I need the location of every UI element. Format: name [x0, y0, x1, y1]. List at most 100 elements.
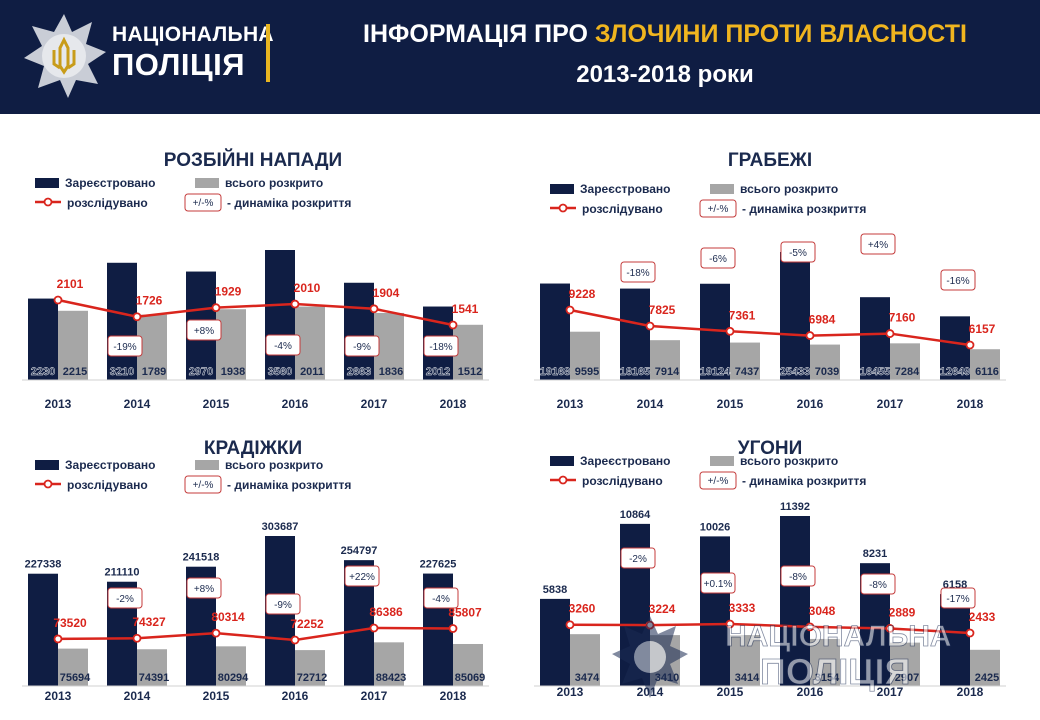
data-label-investigated: 86386: [369, 605, 403, 619]
dynamics-box: [620, 547, 656, 569]
bar-solved: [970, 649, 1000, 686]
data-label-registered: 227338: [25, 559, 62, 571]
bar-solved: [810, 344, 840, 380]
data-label-investigated: 80314: [211, 610, 245, 624]
x-tick-label: 2015: [717, 685, 744, 699]
bar-solved: [890, 343, 920, 380]
data-label-solved: 1512: [458, 366, 482, 378]
legend-swatch-registered: [550, 184, 574, 194]
chart-thefts: КРАДІЖКИ Зареєстровано всього розкрито розс…: [22, 438, 489, 703]
dynamics-label: -4%: [432, 594, 450, 605]
legend-marker-investigated: [43, 197, 53, 207]
point-investigated: [448, 320, 458, 330]
legend-swatch-registered: [550, 456, 574, 466]
point-investigated: [965, 628, 975, 638]
chart-title: КРАДІЖКИ: [204, 438, 302, 459]
point-investigated: [53, 634, 63, 644]
data-label-registered: 10864: [620, 509, 651, 521]
header-banner: НАЦІОНАЛЬНА ПОЛІЦІЯ ІНФОРМАЦІЯ ПРО ЗЛОЧИ…: [0, 0, 1040, 114]
dynamics-label: +22%: [349, 572, 375, 583]
legend-marker-investigated: [558, 203, 568, 213]
legend-label-registered: Зареєстровано: [580, 454, 671, 468]
legend-label-investigated: розслідувано: [67, 196, 148, 210]
data-label-solved: 1789: [142, 366, 166, 378]
dynamics-label: -17%: [946, 594, 969, 605]
legend-dyn-label: - динаміка розкриття: [742, 474, 866, 488]
legend-dyn-box: [699, 471, 737, 490]
bar-registered: [540, 283, 570, 380]
legend-label-investigated: розслідувано: [582, 474, 663, 488]
data-label-solved: 7039: [815, 366, 839, 378]
bar-solved: [890, 642, 920, 686]
point-investigated: [565, 620, 575, 630]
bar-registered: [860, 297, 890, 380]
data-label-registered: 19168: [540, 366, 571, 378]
legend-label-solved: всього розкрито: [225, 176, 323, 190]
bar-solved: [650, 340, 680, 380]
legend-dyn-label: - динаміка розкриття: [227, 196, 351, 210]
title-highlight: ЗЛОЧИНИ ПРОТИ ВЛАСНОСТІ: [594, 20, 967, 48]
point-investigated: [132, 633, 142, 643]
legend-dyn-box-text: +/-%: [708, 204, 729, 215]
data-label-solved: 2425: [975, 672, 999, 684]
data-label-investigated: 74327: [132, 615, 166, 629]
dynamics-box: [860, 573, 896, 595]
data-label-registered: 2012: [426, 366, 450, 378]
legend-label-registered: Зареєстровано: [65, 176, 156, 190]
x-tick-label: 2017: [877, 397, 904, 411]
data-label-investigated: 1904: [373, 286, 400, 300]
chart-title: УГОНИ: [738, 438, 803, 459]
line-investigated: [569, 308, 971, 347]
dynamics-box: [700, 247, 736, 269]
point-investigated: [725, 326, 735, 336]
dynamics-label: +8%: [194, 326, 214, 337]
dynamics-box: [107, 587, 143, 609]
point-investigated: [448, 624, 458, 633]
legend-label-registered: Зареєстровано: [65, 458, 156, 472]
data-label-investigated: 7825: [649, 303, 676, 317]
legend-label-solved: всього розкрито: [225, 458, 323, 472]
bar-solved: [137, 649, 167, 686]
x-tick-label: 2013: [45, 397, 72, 411]
dynamics-box: [700, 572, 736, 594]
dynamics-label: +8%: [194, 584, 214, 595]
data-label-investigated: 2433: [969, 610, 996, 624]
legend-swatch-solved: [195, 460, 219, 470]
data-label-investigated: 1726: [136, 294, 163, 308]
bar-solved: [295, 650, 325, 686]
dynamics-label: +4%: [868, 240, 888, 251]
line-investigated: [57, 298, 454, 327]
bar-registered: [28, 573, 58, 686]
bar-registered: [540, 598, 570, 686]
police-star-icon: [24, 14, 106, 98]
bar-registered: [28, 298, 58, 380]
brand-line1: НАЦІОНАЛЬНА: [112, 23, 274, 46]
bar-registered: [700, 536, 730, 686]
data-label-solved: 1938: [221, 366, 245, 378]
x-tick-label: 2018: [440, 689, 467, 703]
dynamics-box: [344, 335, 380, 357]
dynamics-label: -8%: [789, 572, 807, 583]
x-tick-label: 2016: [282, 397, 309, 411]
data-label-solved: 75694: [60, 672, 91, 684]
bar-solved: [216, 646, 246, 686]
bar-registered: [940, 316, 970, 380]
x-tick-label: 2015: [203, 689, 230, 703]
bar-solved: [58, 310, 88, 380]
data-label-investigated: 3333: [729, 601, 756, 615]
x-tick-label: 2014: [124, 689, 151, 703]
data-label-registered: 303687: [262, 521, 299, 533]
dynamics-box: [940, 269, 976, 291]
bar-solved: [730, 635, 760, 686]
legend-dyn-box-text: +/-%: [708, 476, 729, 487]
dynamics-label: -18%: [626, 268, 649, 279]
point-investigated: [885, 624, 895, 633]
bar-registered: [940, 594, 970, 686]
point-investigated: [369, 623, 379, 633]
dynamics-label: -9%: [353, 342, 371, 353]
data-label-registered: 3560: [268, 366, 292, 378]
data-label-solved: 72712: [297, 672, 328, 684]
bar-registered: [780, 516, 810, 686]
dynamics-box: [620, 261, 656, 283]
dynamics-label: -4%: [274, 341, 292, 352]
